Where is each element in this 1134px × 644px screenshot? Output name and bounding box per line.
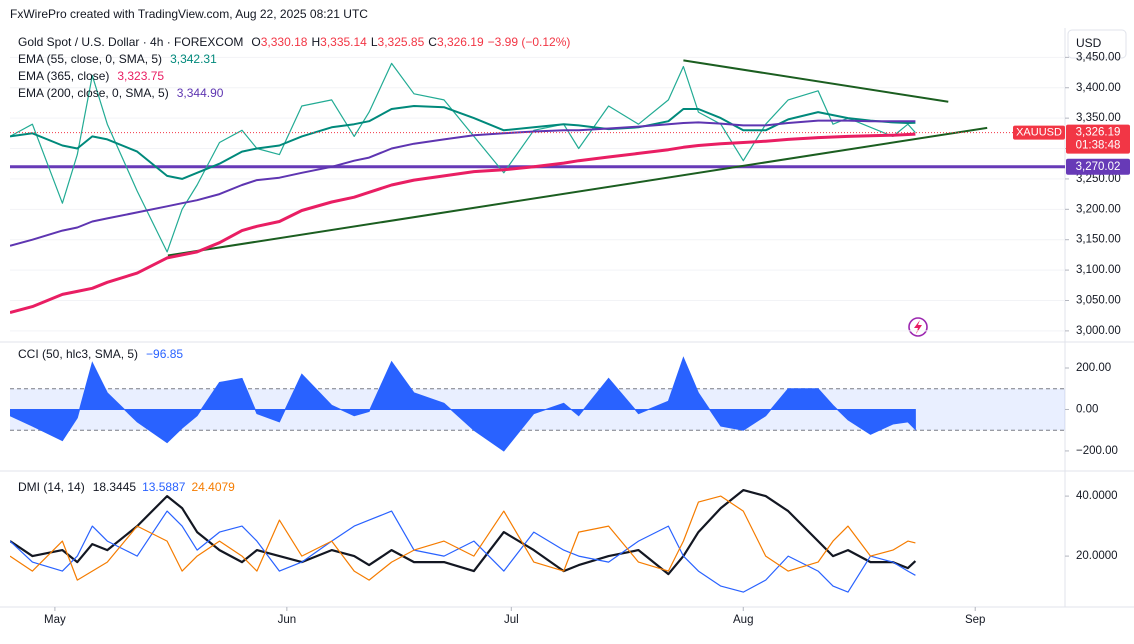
icon-ring[interactable] [908, 317, 928, 337]
legend-value: 24.4079 [191, 480, 235, 494]
y-tick-label: 3,000.00 [1076, 325, 1121, 337]
legend-value: 3,344.90 [177, 86, 224, 100]
pane [10, 56, 1065, 332]
y-tick-label: 3,250.00 [1076, 173, 1121, 185]
y-tick-label: 3,150.00 [1076, 234, 1121, 246]
ohlc-key: L [371, 35, 378, 49]
ohlc-key: C [428, 35, 437, 49]
legend-name: EMA (55, close, 0, SMA, 5) [18, 52, 162, 66]
x-tick-label: Aug [733, 614, 753, 626]
series-line [10, 62, 916, 253]
legend-name: CCI (50, hlc3, SMA, 5) [18, 347, 138, 361]
legend-title: CCI (50, hlc3, SMA, 5) −96.85 [18, 347, 183, 361]
x-tick-label: Sep [965, 614, 985, 626]
symbol-tag [1013, 125, 1065, 140]
ohlc-value: 3,325.85 [378, 35, 425, 49]
y-tick-label: 3,400.00 [1076, 82, 1121, 94]
series-line [10, 119, 916, 247]
price-tag [1066, 124, 1130, 154]
y-tick-label: 0.00 [1076, 404, 1098, 416]
legend-value: 3,323.75 [117, 69, 164, 83]
series-line [10, 489, 917, 576]
y-tick-label: 3,050.00 [1076, 295, 1121, 307]
button-frame[interactable] [1067, 29, 1127, 59]
legend-value: 18.3445 [93, 480, 137, 494]
series-line [10, 105, 916, 180]
x-tick-label: Jun [278, 614, 297, 626]
ohlc-key: H [311, 35, 320, 49]
legend-value: 13.5887 [142, 480, 186, 494]
pane [10, 356, 1065, 452]
y-tick-label: 200.00 [1076, 362, 1111, 374]
x-tick-label: Jul [504, 614, 519, 626]
watermark: FxWirePro created with TradingView.com, … [10, 7, 368, 21]
change: −3.99 (−0.12%) [488, 35, 571, 49]
legend-name: EMA (200, close, 0, SMA, 5) [18, 86, 169, 100]
alert-icon[interactable] [908, 317, 928, 337]
y-tick-label: −200.00 [1076, 445, 1118, 457]
trend-line [167, 126, 988, 257]
trend-line [683, 59, 949, 103]
legend-row: EMA (200, close, 0, SMA, 5) 3,344.90 [18, 86, 224, 100]
y-tick-label: 3,100.00 [1076, 264, 1121, 276]
legend-name: DMI (14, 14) [18, 480, 85, 494]
currency-button[interactable]: USD [1067, 29, 1127, 59]
hline-tag [1066, 158, 1130, 175]
series-line [10, 132, 916, 315]
legend-value: 3,342.31 [170, 52, 217, 66]
countdown: 01:38:48 [1076, 140, 1121, 152]
symbol-tag-label: XAUUSD [1016, 127, 1062, 139]
legend-value: −96.85 [146, 347, 183, 361]
legend-title: Gold Spot / U.S. Dollar · 4h · FOREXCOM O… [18, 35, 570, 49]
hline-tag-label: 3,270.02 [1076, 161, 1121, 173]
legend-row: EMA (365, close) 3,323.75 [18, 69, 164, 83]
y-tick-label: 3,350.00 [1076, 112, 1121, 124]
ohlc-value: 3,335.14 [320, 35, 367, 49]
legend-row: EMA (55, close, 0, SMA, 5) 3,342.31 [18, 52, 217, 66]
cci-area [10, 356, 916, 452]
button-label[interactable]: USD [1076, 36, 1102, 50]
price-tag-label: 3,326.19 [1076, 127, 1121, 139]
ohlc-value: 3,330.18 [261, 35, 308, 49]
legend-name: EMA (365, close) [18, 69, 109, 83]
y-tick-label: 20.0000 [1076, 550, 1118, 562]
x-tick-label: May [44, 614, 66, 626]
y-tick-label: 3,200.00 [1076, 203, 1121, 215]
ohlc-value: 3,326.19 [437, 35, 484, 49]
icon-bolt[interactable] [914, 320, 922, 334]
pane [10, 489, 917, 593]
legend-title: DMI (14, 14) 18.3445 13.5887 24.4079 [18, 480, 235, 494]
legend-name: Gold Spot / U.S. Dollar · 4h · FOREXCOM [18, 35, 243, 49]
y-tick-label: 3,450.00 [1076, 51, 1121, 63]
ohlc-key: O [251, 35, 260, 49]
series-line [10, 495, 916, 581]
y-tick-label: 40.0000 [1076, 490, 1118, 502]
